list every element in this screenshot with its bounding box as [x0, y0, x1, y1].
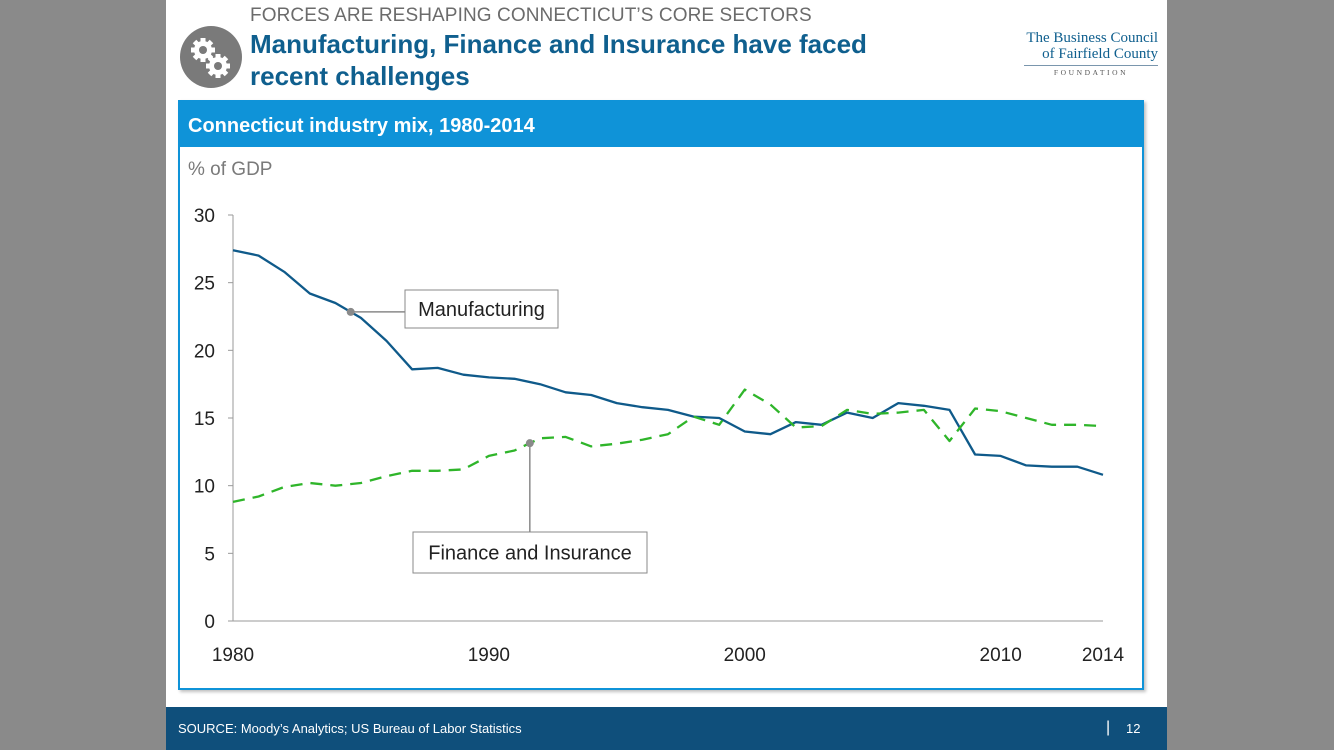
x-tick-label: 2000 [724, 645, 766, 666]
page-number: 12 [1126, 721, 1141, 736]
callout-box [404, 289, 559, 329]
source-note: SOURCE: Moody’s Analytics; US Bureau of … [178, 721, 522, 736]
gears-icon [180, 26, 242, 88]
y-tick-label: 25 [194, 274, 215, 295]
logo-rule [1024, 65, 1158, 66]
callout-label: Manufacturing [418, 299, 545, 321]
y-tick-label: 0 [204, 612, 215, 633]
y-tick-label: 20 [194, 341, 215, 362]
x-tick-label: 2014 [1082, 645, 1125, 666]
page-title: Manufacturing, Finance and Insurance hav… [250, 29, 867, 91]
chart-title: Connecticut industry mix, 1980-2014 [188, 115, 535, 137]
x-tick-label: 1980 [212, 645, 254, 666]
y-tick-label: 10 [194, 477, 215, 498]
chart-panel: Connecticut industry mix, 1980-2014 % of… [178, 100, 1144, 690]
logo-line-3: FOUNDATION [1053, 68, 1129, 77]
y-tick-label: 5 [204, 544, 215, 565]
org-logo: The Business Council of Fairfield County… [1024, 30, 1158, 77]
y-tick-label: 30 [194, 206, 215, 227]
footer-separator: | [1106, 719, 1111, 736]
callout-label: Finance and Insurance [428, 543, 631, 565]
section-kicker: FORCES ARE RESHAPING CONNECTICUT’S CORE … [250, 5, 812, 26]
footer-bar: SOURCE: Moody’s Analytics; US Bureau of … [166, 707, 1167, 750]
callout-anchor-dot [525, 439, 534, 448]
x-tick-label: 2010 [980, 645, 1022, 666]
y-axis-unit-label: % of GDP [188, 159, 273, 180]
x-tick-label: 1990 [468, 645, 510, 666]
callout-box [412, 531, 648, 574]
y-tick-label: 15 [194, 409, 215, 430]
chart-panel-header: Connecticut industry mix, 1980-2014 [180, 102, 1142, 147]
line-chart: 0 5 10 15 20 25 30 1980 1990 2000 2010 2014 Manufact… [194, 206, 1125, 666]
callout-anchor-dot [346, 307, 355, 316]
manufacturing-series-line [232, 249, 1104, 476]
finance-and-insurance-series-line [232, 388, 1104, 504]
logo-line-1: The Business Council [1026, 30, 1158, 46]
logo-line-2: of Fairfield County [1042, 46, 1158, 62]
slide: FORCES ARE RESHAPING CONNECTICUT’S CORE … [166, 0, 1167, 750]
